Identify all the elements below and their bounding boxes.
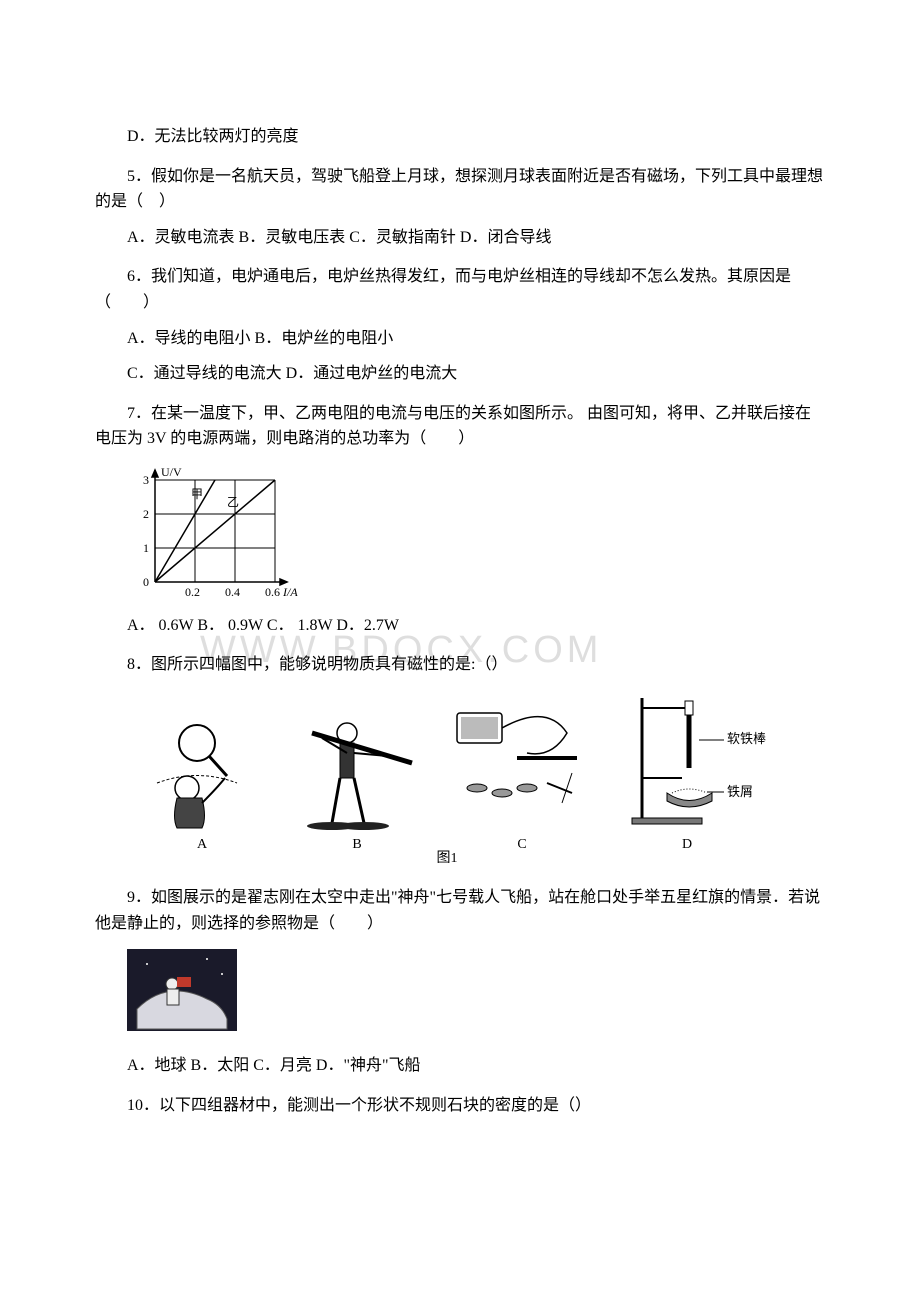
q9-options: A．地球 B．太阳 C．月亮 D．"神舟"飞船 — [95, 1053, 825, 1079]
q6-options-line1: A．导线的电阻小 B．电炉丝的电阻小 — [95, 326, 825, 352]
svg-text:乙: 乙 — [227, 495, 239, 509]
q7-stem: 7．在某一温度下，甲、乙两电阻的电流与电压的关系如图所示。 由图可知，将甲、乙并… — [95, 401, 825, 452]
q8-label-c: C — [517, 837, 526, 852]
svg-text:I/A: I/A — [282, 585, 298, 599]
svg-text:2: 2 — [143, 507, 149, 521]
q9-figure-svg — [127, 949, 237, 1031]
q8-label-a: A — [197, 837, 208, 852]
q8-caption: 图1 — [437, 851, 458, 863]
q8-figure-svg: A B — [127, 688, 767, 863]
q8-label-d: D — [682, 837, 692, 852]
q8-stem: 8．图所示四幅图中，能够说明物质具有磁性的是:（） — [95, 652, 825, 678]
q9-figure — [127, 949, 825, 1040]
svg-text:0.4: 0.4 — [225, 585, 240, 599]
q8-note1: 软铁棒 — [727, 731, 766, 746]
q7-options: A． 0.6W B． 0.9W C． 1.8W D．2.7W — [95, 613, 825, 639]
q7-graph-svg: 甲 乙 U/V 0 1 2 3 0.2 0.4 0.6 I/A — [127, 462, 302, 600]
q4-option-d: D．无法比较两灯的亮度 — [95, 124, 825, 150]
q6-stem: 6．我们知道，电炉通电后，电炉丝热得发红，而与电炉丝相连的导线却不怎么发热。其原… — [95, 264, 825, 315]
svg-text:甲: 甲 — [191, 487, 203, 501]
q8-note2: 铁屑 — [727, 784, 753, 799]
svg-text:U/V: U/V — [161, 465, 182, 479]
svg-text:1: 1 — [143, 541, 149, 555]
q10-stem: 10．以下四组器材中，能测出一个形状不规则石块的密度的是（） — [95, 1093, 825, 1119]
q5-options: A．灵敏电流表 B．灵敏电压表 C．灵敏指南针 D．闭合导线 — [95, 225, 825, 251]
svg-text:0: 0 — [143, 575, 149, 589]
q8-label-b: B — [352, 837, 361, 852]
q7-graph: 甲 乙 U/V 0 1 2 3 0.2 0.4 0.6 I/A — [127, 462, 825, 609]
q8-figure: A B — [127, 688, 825, 872]
q9-stem: 9．如图展示的是翟志刚在太空中走出"神舟"七号载人飞船，站在舱口处手举五星红旗的… — [95, 885, 825, 936]
svg-text:0.6: 0.6 — [265, 585, 280, 599]
q5-stem: 5．假如你是一名航天员，驾驶飞船登上月球，想探测月球表面附近是否有磁场，下列工具… — [95, 164, 825, 215]
q6-options-line2: C．通过导线的电流大 D．通过电炉丝的电流大 — [95, 361, 825, 387]
svg-text:0.2: 0.2 — [185, 585, 200, 599]
svg-text:3: 3 — [143, 473, 149, 487]
